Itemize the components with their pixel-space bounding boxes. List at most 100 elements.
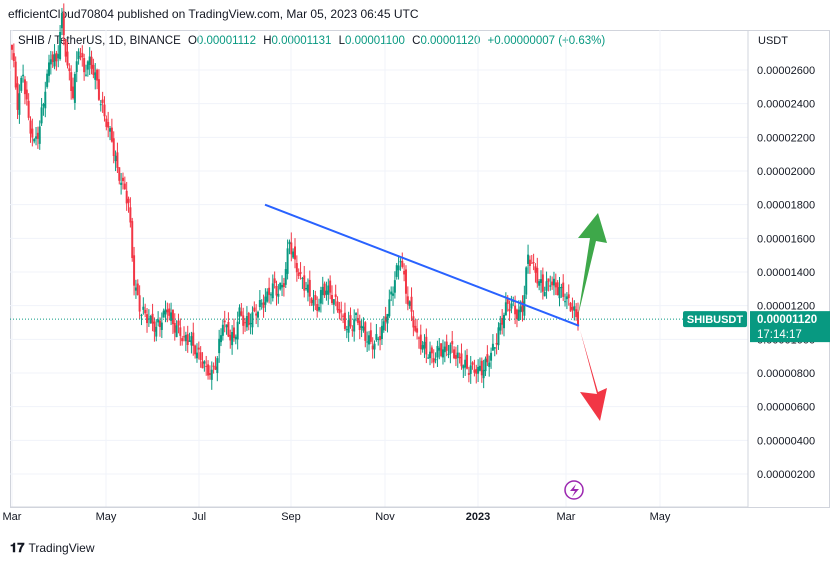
close-label: C xyxy=(412,35,421,47)
candle-body xyxy=(329,280,332,293)
candle-body xyxy=(170,312,173,321)
candle-body xyxy=(133,255,136,286)
candle-body xyxy=(369,330,372,342)
candle-body xyxy=(347,320,350,333)
candle-body xyxy=(310,298,313,304)
candle-body xyxy=(81,52,84,58)
tradingview-logo-icon[interactable]: 𝟏𝟕 xyxy=(10,540,25,555)
candle-body xyxy=(16,83,19,110)
high-value: 0.00001131 xyxy=(271,35,332,47)
candle-body xyxy=(23,79,26,95)
candle-body xyxy=(321,286,324,296)
candle-body xyxy=(262,302,265,308)
candle-body xyxy=(464,359,467,368)
candle-body xyxy=(97,79,100,100)
candle-body xyxy=(388,299,391,317)
candle-body xyxy=(232,327,235,338)
candle-body xyxy=(423,341,426,349)
candle-body xyxy=(532,262,535,264)
candle-body xyxy=(538,281,541,286)
price-chart[interactable]: 0.00000200 0.00000400 0.00000600 0.00000800… xyxy=(0,0,840,540)
candle-body xyxy=(271,283,274,299)
candle-body xyxy=(112,138,115,157)
high-label: H xyxy=(263,35,272,47)
candle-body xyxy=(199,352,202,361)
candle-body xyxy=(308,279,311,297)
candle-body xyxy=(488,362,491,367)
candle-body xyxy=(284,269,287,285)
candle-body xyxy=(149,316,152,324)
candle-body xyxy=(299,272,302,274)
candle-body xyxy=(377,338,380,340)
candle-body xyxy=(527,254,530,264)
candle-body xyxy=(325,290,328,295)
candle-body xyxy=(247,312,250,326)
candle-body xyxy=(72,86,75,99)
candle-body xyxy=(60,13,63,29)
candle-body xyxy=(338,308,341,314)
candle-body xyxy=(155,326,158,337)
candle-body xyxy=(179,327,182,336)
candle-body xyxy=(429,351,432,359)
candle-body xyxy=(412,316,415,328)
candle-body xyxy=(44,91,47,109)
candle-body xyxy=(499,322,502,331)
candle-body xyxy=(403,270,406,275)
candle-body xyxy=(565,296,568,300)
candle-body xyxy=(495,343,498,345)
price-tag-bg xyxy=(750,311,830,343)
candle-body xyxy=(314,295,317,300)
candle-body xyxy=(447,353,450,355)
y-tick-label: 0.00002200 xyxy=(757,132,815,144)
candle-body xyxy=(107,121,110,128)
candle-body xyxy=(73,73,76,103)
y-tick-label: 0.00001600 xyxy=(757,233,815,245)
candle-body xyxy=(355,313,358,315)
y-tick-label: 0.00000400 xyxy=(757,435,815,447)
candle-body xyxy=(40,107,43,124)
candle-body xyxy=(414,325,417,331)
candle-body xyxy=(162,310,165,318)
candle-body xyxy=(571,307,574,310)
symbol-label[interactable]: SHIB / TetherUS, 1D, BINANCE xyxy=(18,35,181,47)
candle-body xyxy=(288,241,291,245)
candle-body xyxy=(480,360,483,376)
candle-body xyxy=(88,56,91,65)
candle-body xyxy=(467,373,470,375)
candle-body xyxy=(441,349,444,358)
candle-body xyxy=(92,64,95,75)
candle-body xyxy=(519,306,522,313)
candle-body xyxy=(462,365,465,369)
open-value: 0.00001112 xyxy=(196,35,256,47)
candle-body xyxy=(567,294,570,299)
candle-body xyxy=(203,361,206,364)
change-value: +0.00000007 (+0.63%) xyxy=(487,35,606,47)
y-tick-label: 0.00000600 xyxy=(757,402,815,414)
candle-body xyxy=(83,58,86,73)
candle-body xyxy=(55,53,58,62)
price-tag-value: 0.00001120 xyxy=(757,314,817,326)
x-tick-label: Nov xyxy=(375,511,395,523)
candle-body xyxy=(453,349,456,359)
candle-body xyxy=(197,347,200,350)
candle-body xyxy=(134,287,137,291)
x-tick-label: Mar xyxy=(3,511,22,523)
candle-body xyxy=(549,285,552,287)
candle-body xyxy=(160,322,163,330)
candle-body xyxy=(473,369,476,373)
candle-body xyxy=(68,68,71,72)
candle-body xyxy=(231,332,234,346)
y-tick-label: 0.00002600 xyxy=(757,65,815,77)
candle-body xyxy=(306,284,309,293)
countdown-value: 17:14:17 xyxy=(757,329,802,341)
candle-body xyxy=(158,320,161,328)
candle-body xyxy=(257,311,260,318)
candle-body xyxy=(269,294,272,296)
candle-body xyxy=(343,312,346,329)
candle-body xyxy=(281,284,284,288)
candle-body xyxy=(42,103,45,107)
candle-body xyxy=(536,267,539,284)
candle-body xyxy=(273,278,276,284)
low-value: 0.00001100 xyxy=(345,35,405,47)
candle-body xyxy=(356,317,359,323)
